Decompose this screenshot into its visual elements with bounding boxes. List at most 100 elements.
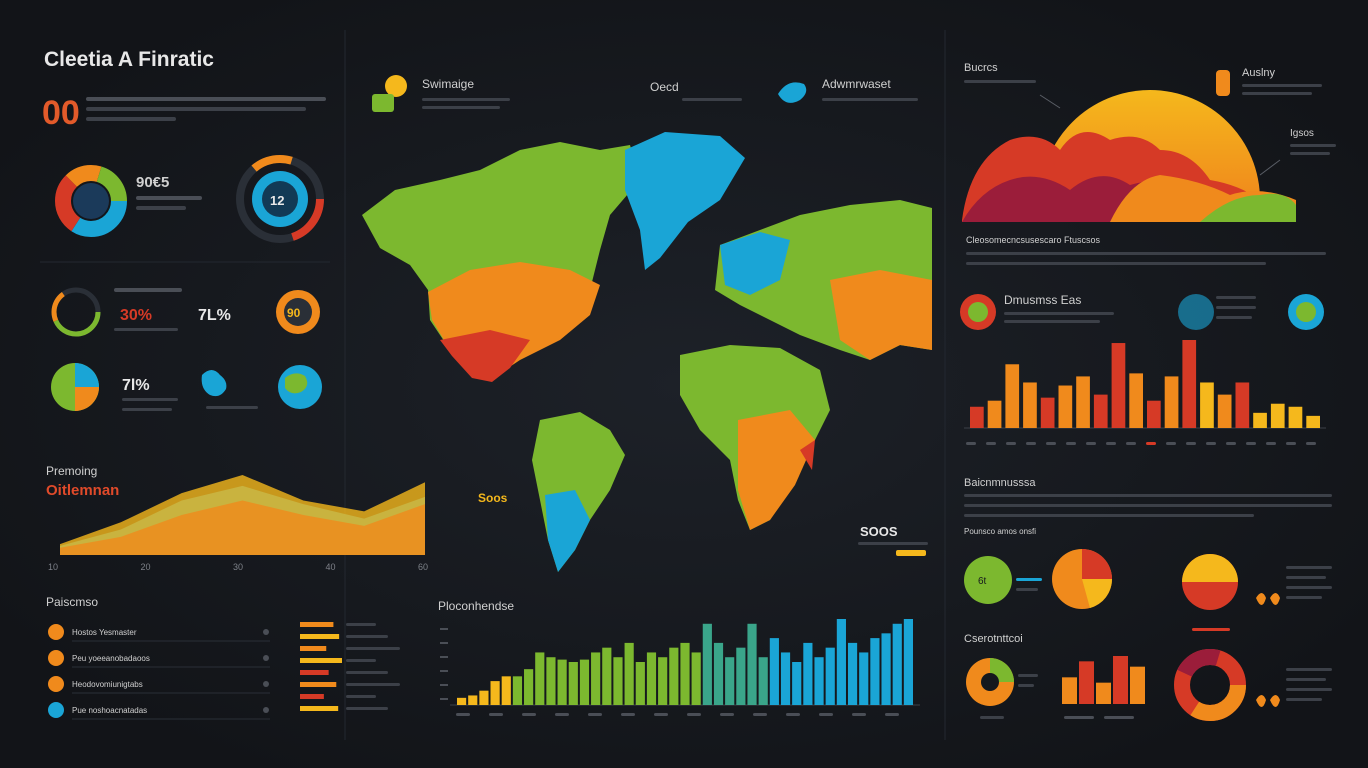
right-bar — [1270, 403, 1285, 428]
region-europe — [720, 232, 790, 295]
hbar — [300, 682, 337, 687]
right-bar — [1253, 412, 1267, 428]
right-bar — [1306, 415, 1320, 428]
small-bar — [1113, 656, 1128, 704]
hbar-label-line — [346, 659, 376, 662]
right-bar — [970, 406, 984, 428]
bottom-bar — [591, 652, 601, 705]
hbar-label-line — [346, 683, 400, 686]
trend-axis-tick: 40 — [326, 562, 336, 572]
small-bar — [1130, 666, 1145, 704]
bottom-bar — [859, 652, 869, 705]
trend-area-chart — [60, 475, 425, 555]
gauge-value-2: 7L% — [198, 307, 231, 324]
bottom-bar — [747, 623, 757, 705]
right-bar — [1005, 364, 1020, 428]
horizontal-bar-chart — [300, 622, 400, 711]
right-axis-tick — [1126, 442, 1136, 445]
right-bar — [1288, 406, 1303, 428]
bottom-y-tick — [440, 684, 448, 686]
right-axis-tick — [1266, 442, 1276, 445]
right-bar — [1076, 376, 1090, 428]
bottom-bar — [535, 652, 545, 705]
right-axis-tick — [1046, 442, 1056, 445]
right-icon-row: Dmusmss Eas — [960, 293, 1324, 330]
right-text-block — [964, 494, 1332, 517]
bottom-bar — [479, 690, 489, 705]
right-header-1: Bucrcs — [964, 62, 998, 74]
continent-north-america — [362, 142, 640, 380]
right-bar — [1040, 397, 1055, 428]
gauge-value-3: 90 — [287, 306, 301, 320]
hbar — [300, 706, 339, 711]
text-line — [114, 288, 182, 292]
trend-axis-tick: 20 — [141, 562, 151, 572]
right-caption: Cleosomecncsusescaro Ftuscsos — [966, 235, 1101, 245]
trend-value: Oitlemnan — [46, 482, 119, 499]
world-map — [362, 132, 932, 572]
ring-gauge-1 — [51, 287, 101, 337]
text-line — [114, 328, 178, 331]
pie-chart-small-1 — [51, 363, 99, 411]
text-line — [136, 196, 202, 200]
bottom-bar — [557, 659, 567, 705]
bottom-bar — [758, 657, 768, 705]
list-item-icon — [48, 624, 64, 640]
bottom-bar — [881, 633, 891, 705]
text-line — [122, 408, 172, 411]
bottom-bar — [669, 647, 679, 705]
bottom-chart-title: Ploconhendse — [438, 599, 514, 613]
bottom-axis-tick — [720, 713, 734, 716]
list-item-label: Heodovomiunigtabs — [72, 680, 143, 689]
right-bar — [1129, 373, 1143, 428]
list-item-icon — [48, 650, 64, 666]
hbar-label-line — [346, 623, 376, 626]
hbar — [300, 622, 334, 627]
bottom-bar — [892, 623, 902, 705]
gauge-chart-1 — [236, 155, 324, 243]
bottom-bar — [713, 642, 724, 705]
bottom-y-tick — [440, 628, 448, 630]
bottom-bar — [613, 657, 623, 705]
ring-gauge-2 — [276, 290, 320, 334]
list-item-icon — [48, 702, 64, 718]
right-axis-tick — [1306, 442, 1316, 445]
trend-axis-tick: 60 — [418, 562, 428, 572]
hbar — [300, 694, 324, 699]
gauge-value-4: 7l% — [122, 377, 150, 394]
right-axis-tick — [1186, 442, 1196, 445]
bottom-axis-tick — [522, 713, 536, 716]
map-callout-1: Soos — [478, 491, 508, 505]
hbar — [300, 670, 329, 675]
bottom-bar — [457, 697, 467, 705]
region-madagascar — [800, 440, 815, 470]
right-axis-tick — [1246, 442, 1256, 445]
text-line — [858, 542, 928, 545]
continent-greenland — [625, 132, 745, 270]
list-item-dot — [263, 629, 269, 635]
donut-chart-1 — [55, 165, 127, 237]
region-asia-east — [830, 270, 932, 360]
hbar-label-line — [346, 695, 376, 698]
bottom-bar — [903, 619, 913, 705]
list-item-label: Peu yoeeanobadaoos — [72, 654, 150, 663]
callout-badge — [896, 550, 926, 556]
text-line — [964, 80, 1036, 83]
page-title: Cleetia A Finratic — [44, 48, 214, 71]
hbar-label-line — [346, 635, 388, 638]
sunset-area-chart — [962, 90, 1296, 222]
map-callout-2: SOOS — [860, 524, 898, 539]
bottom-bar — [769, 638, 779, 705]
bottom-y-tick — [440, 670, 448, 672]
bottom-bar — [836, 619, 846, 705]
bottom-bar — [490, 681, 500, 705]
bottom-axis-tick — [588, 713, 602, 716]
bottom-axis-tick — [654, 713, 668, 716]
region-icon — [778, 82, 807, 103]
text-line — [1290, 144, 1336, 147]
text-line — [966, 252, 1326, 255]
list-item-dot — [263, 707, 269, 713]
bottom-bar — [803, 642, 813, 705]
hbar-label-line — [346, 647, 400, 650]
header-text-lines — [86, 97, 326, 121]
